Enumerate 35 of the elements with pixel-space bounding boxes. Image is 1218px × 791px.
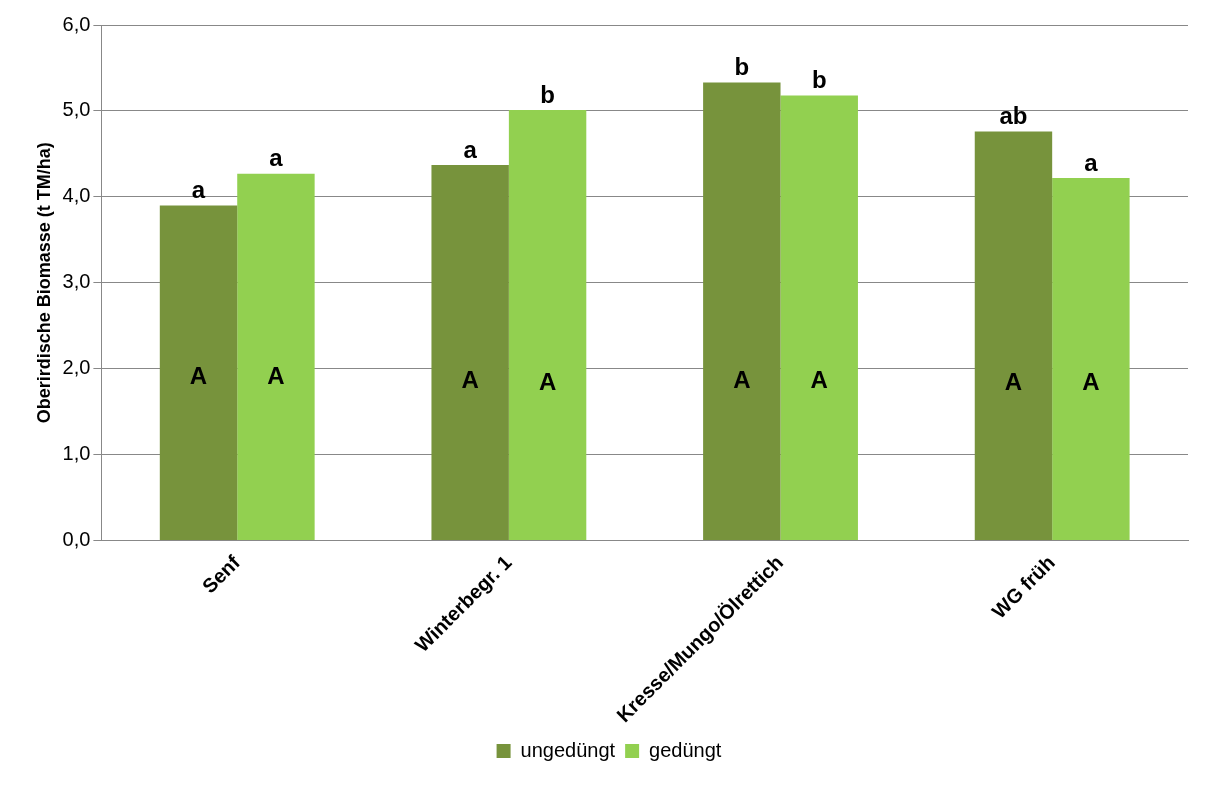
data-label: a (463, 135, 478, 163)
y-axis-title: Oberirdische Biomasse (t TM/ha) (33, 142, 54, 424)
bar (974, 131, 1053, 541)
annotation: A (1004, 367, 1023, 395)
data-label: b (811, 66, 827, 94)
y-tick-label: 0,0 (62, 528, 91, 551)
x-tick-label: WG früh (987, 551, 1059, 623)
bar (1052, 177, 1130, 541)
bar (159, 205, 238, 541)
data-label: b (734, 53, 750, 81)
annotation: A (461, 366, 479, 394)
y-tick-label: 5,0 (62, 98, 91, 121)
data-label: ab (999, 102, 1028, 130)
bar (508, 110, 587, 541)
y-tick-label: 2,0 (62, 356, 91, 379)
data-label: b (540, 80, 555, 108)
y-tick-label: 6,0 (62, 12, 91, 35)
data-label: a (191, 176, 206, 204)
annotation: A (538, 367, 557, 395)
legend-label: ungedüngt (520, 738, 616, 761)
data-label: a (1084, 148, 1099, 176)
y-tick-label: 3,0 (62, 270, 91, 293)
annotation: A (267, 361, 285, 389)
data-label: a (269, 144, 284, 172)
annotation: A (810, 366, 828, 394)
legend-label: gedüngt (649, 738, 722, 761)
bar (703, 82, 781, 541)
y-tick-label: 1,0 (62, 442, 91, 465)
y-tick-label: 4,0 (62, 184, 91, 207)
annotation: A (189, 361, 208, 389)
annotation: A (1082, 367, 1100, 395)
bar (237, 173, 315, 541)
bar (780, 95, 858, 541)
annotation: A (733, 366, 751, 394)
bar (431, 165, 509, 541)
